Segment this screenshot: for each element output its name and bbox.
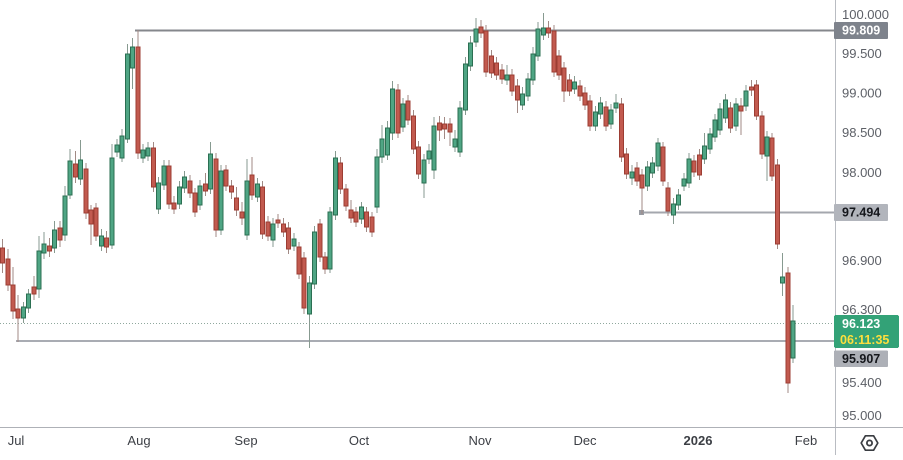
svg-text:06:11:35: 06:11:35 <box>840 333 889 347</box>
svg-text:Oct: Oct <box>349 433 370 448</box>
svg-text:100.000: 100.000 <box>842 7 889 22</box>
svg-text:Jul: Jul <box>8 433 25 448</box>
svg-text:96.900: 96.900 <box>842 253 882 268</box>
svg-text:95.400: 95.400 <box>842 375 882 390</box>
svg-text:95.907: 95.907 <box>842 352 880 366</box>
svg-text:98.500: 98.500 <box>842 125 882 140</box>
svg-text:Nov: Nov <box>468 433 492 448</box>
svg-text:98.000: 98.000 <box>842 165 882 180</box>
svg-text:Feb: Feb <box>795 433 817 448</box>
svg-text:99.500: 99.500 <box>842 46 882 61</box>
svg-text:Sep: Sep <box>234 433 257 448</box>
svg-text:97.494: 97.494 <box>842 206 880 220</box>
svg-text:Aug: Aug <box>127 433 150 448</box>
svg-text:Dec: Dec <box>573 433 597 448</box>
svg-text:99.809: 99.809 <box>842 24 880 38</box>
svg-text:2026: 2026 <box>684 433 713 448</box>
svg-text:95.000: 95.000 <box>842 408 882 423</box>
svg-text:96.123: 96.123 <box>842 317 880 331</box>
svg-text:99.000: 99.000 <box>842 85 882 100</box>
svg-text:96.300: 96.300 <box>842 302 882 317</box>
